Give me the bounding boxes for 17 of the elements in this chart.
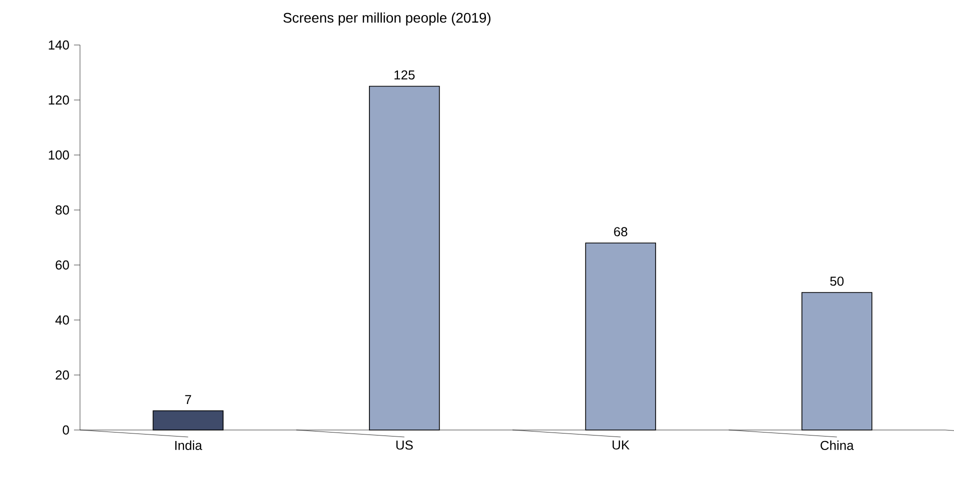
y-tick-label: 0 [62, 425, 69, 435]
x-tick-label: India [175, 440, 202, 450]
y-tick-label: 20 [56, 370, 69, 380]
x-tick-label: China [820, 440, 854, 450]
data-label: 50 [830, 276, 844, 286]
x-tick-label: UK [612, 440, 630, 450]
data-label: 125 [394, 70, 415, 80]
y-tick-label: 120 [48, 95, 69, 105]
x-tick-label: US [396, 440, 413, 450]
y-tick-label: 140 [48, 40, 69, 50]
y-tick-label: 60 [56, 260, 69, 270]
chart-title: Screens per million people (2019) [283, 12, 490, 26]
y-tick-label: 80 [56, 205, 69, 215]
data-label: 68 [614, 227, 628, 236]
y-tick-label: 40 [55, 315, 69, 325]
data-label: 7 [185, 395, 192, 404]
y-tick-label: 100 [48, 150, 69, 160]
